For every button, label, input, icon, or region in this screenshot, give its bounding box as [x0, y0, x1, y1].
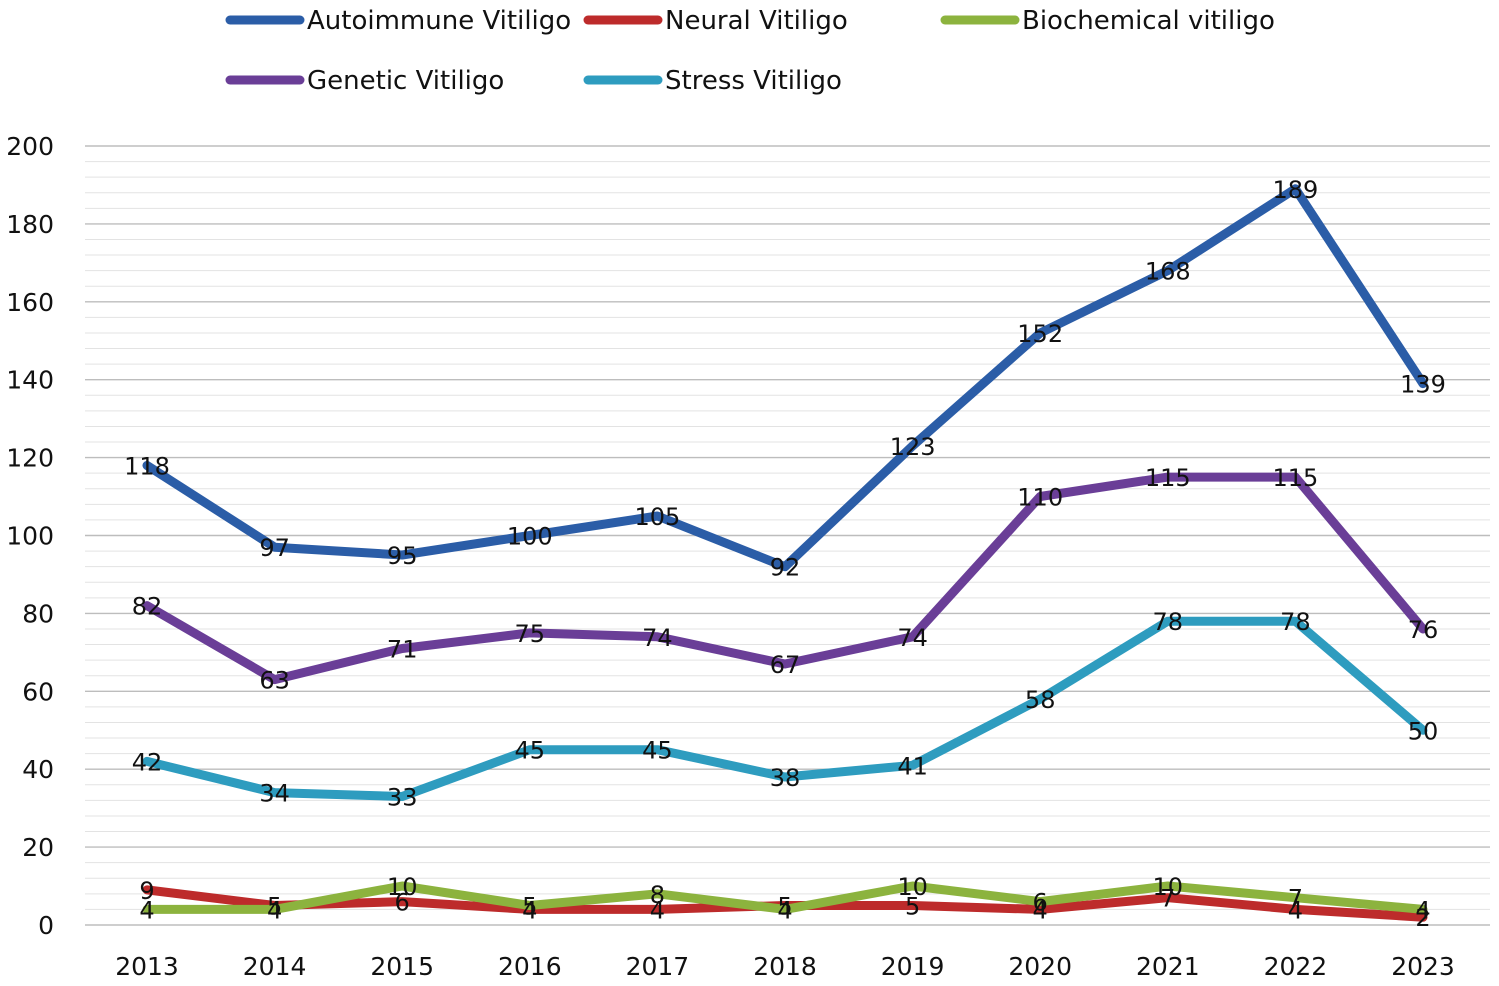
- y-tick-label: 20: [22, 833, 54, 862]
- series-line: [142, 616, 1428, 801]
- data-label: 67: [770, 651, 801, 679]
- legend: Autoimmune Vitiligo Neural Vitiligo Bioche…: [225, 6, 1275, 96]
- data-label: 75: [515, 620, 546, 648]
- y-tick-label: 140: [6, 366, 54, 395]
- series-line: [142, 184, 1428, 572]
- data-label: 5: [522, 893, 537, 921]
- data-label: 118: [124, 452, 170, 480]
- data-label: 6: [395, 889, 410, 917]
- grid-lines: [85, 145, 1490, 926]
- data-label: 50: [1408, 717, 1439, 745]
- data-label: 152: [1017, 320, 1063, 348]
- data-label: 4: [777, 896, 792, 924]
- data-label: 100: [507, 523, 553, 551]
- data-label: 9: [139, 877, 154, 905]
- legend-entry: Genetic Vitiligo: [307, 66, 504, 96]
- data-label: 41: [897, 752, 928, 780]
- data-label: 71: [387, 635, 418, 663]
- y-axis-tick-labels: 0 20 40 60 80 100 120 140 160 180 200: [6, 132, 54, 940]
- data-label: 7: [1160, 885, 1175, 913]
- x-tick-label: 2017: [626, 952, 690, 981]
- data-label: 38: [770, 764, 801, 792]
- data-label: 139: [1400, 371, 1446, 399]
- data-label: 45: [642, 737, 673, 765]
- data-label: 78: [1153, 608, 1184, 636]
- data-label: 7: [1288, 885, 1303, 913]
- data-label: 5: [905, 893, 920, 921]
- x-tick-label: 2021: [1136, 952, 1200, 981]
- data-label: 5: [777, 893, 792, 921]
- data-label: 5: [267, 893, 282, 921]
- series-line: [142, 881, 1428, 914]
- data-label: 33: [387, 783, 418, 811]
- y-tick-label: 60: [22, 677, 54, 706]
- data-label: 123: [890, 433, 936, 461]
- series-lines: [142, 184, 1428, 922]
- legend-entry: Stress Vitiligo: [665, 66, 842, 96]
- data-label: 189: [1272, 176, 1318, 204]
- data-label: 42: [132, 748, 163, 776]
- data-label: 8: [650, 881, 665, 909]
- data-label: 92: [770, 554, 801, 582]
- data-label: 6: [1033, 889, 1048, 917]
- y-tick-label: 200: [6, 132, 54, 161]
- x-tick-label: 2016: [498, 952, 562, 981]
- y-tick-label: 0: [38, 911, 54, 940]
- x-tick-label: 2018: [753, 952, 817, 981]
- data-label: 58: [1025, 686, 1056, 714]
- x-tick-label: 2015: [370, 952, 434, 981]
- y-tick-label: 180: [6, 210, 54, 239]
- x-axis-tick-labels: 2013 2014 2015 2016 2017 2018 2019 2020 2021 2022…: [115, 952, 1455, 981]
- y-tick-label: 120: [6, 444, 54, 473]
- data-label: 97: [259, 534, 290, 562]
- data-label: 4: [522, 896, 537, 924]
- x-tick-label: 2023: [1391, 952, 1455, 981]
- data-label: 4: [267, 896, 282, 924]
- legend-entry: Biochemical vitiligo: [1022, 6, 1275, 36]
- data-label: 4: [650, 896, 665, 924]
- y-tick-label: 80: [22, 599, 54, 628]
- data-label: 82: [132, 593, 163, 621]
- data-label: 34: [259, 780, 290, 808]
- data-label: 4: [139, 896, 154, 924]
- legend-entry: Autoimmune Vitiligo: [307, 6, 571, 36]
- data-label: 110: [1017, 484, 1063, 512]
- data-label: 115: [1272, 464, 1318, 492]
- data-label: 168: [1145, 258, 1191, 286]
- data-label: 4: [1288, 896, 1303, 924]
- y-tick-label: 160: [6, 288, 54, 317]
- x-tick-label: 2013: [115, 952, 179, 981]
- data-label: 2: [1415, 904, 1430, 932]
- data-label: 115: [1145, 464, 1191, 492]
- x-tick-label: 2019: [881, 952, 945, 981]
- y-tick-label: 100: [6, 522, 54, 551]
- legend-entry: Neural Vitiligo: [665, 6, 848, 36]
- x-tick-label: 2020: [1008, 952, 1072, 981]
- data-label: 45: [515, 737, 546, 765]
- series-line: [142, 472, 1428, 685]
- x-tick-label: 2014: [243, 952, 307, 981]
- data-label: 10: [387, 873, 418, 901]
- data-label: 74: [642, 624, 673, 652]
- data-label: 10: [1153, 873, 1184, 901]
- y-tick-label: 40: [22, 755, 54, 784]
- data-label: 95: [387, 542, 418, 570]
- data-label: 105: [634, 503, 680, 531]
- data-label: 78: [1280, 608, 1311, 636]
- data-label: 4: [1415, 896, 1430, 924]
- data-label: 4: [1033, 896, 1048, 924]
- data-label: 76: [1408, 616, 1439, 644]
- data-label: 63: [259, 667, 290, 695]
- x-tick-label: 2022: [1264, 952, 1328, 981]
- data-label: 74: [897, 624, 928, 652]
- data-label: 10: [897, 873, 928, 901]
